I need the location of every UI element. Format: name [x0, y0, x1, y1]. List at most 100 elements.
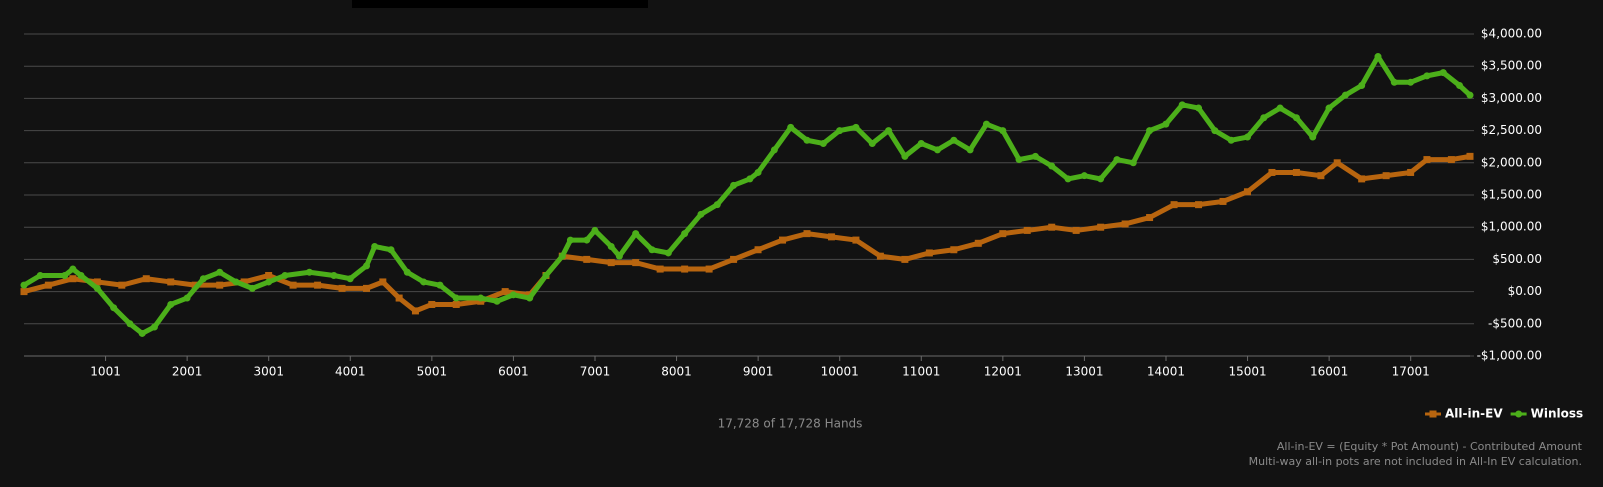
point [901, 152, 909, 160]
point [1317, 172, 1325, 180]
point [1097, 223, 1105, 231]
point [265, 272, 273, 279]
point [1374, 53, 1382, 61]
point [509, 291, 517, 299]
point [452, 300, 460, 308]
point [1080, 172, 1088, 180]
point [925, 249, 933, 257]
point [69, 265, 77, 273]
point [1219, 197, 1227, 205]
x-tick-label: 2001 [172, 365, 203, 379]
point [1382, 172, 1390, 180]
point [1260, 114, 1268, 122]
point [411, 307, 419, 315]
series-layer [20, 53, 1474, 337]
point [1325, 104, 1333, 112]
point [420, 278, 428, 286]
point [542, 272, 550, 279]
point [648, 246, 656, 254]
point [1309, 133, 1317, 141]
y-tick-label: $1,000.00 [1481, 220, 1542, 234]
y-tick-label: $4,000.00 [1481, 27, 1542, 41]
point [1178, 101, 1186, 109]
note: All-in-EV = (Equity * Pot Amount) - Cont… [1277, 440, 1583, 453]
point [248, 284, 256, 292]
point [20, 281, 28, 289]
point [827, 233, 835, 241]
point [982, 120, 990, 128]
point [1407, 78, 1415, 86]
point [183, 294, 191, 302]
point [216, 281, 224, 289]
point [901, 255, 909, 263]
point [917, 139, 925, 147]
legend-label: Winloss [1531, 407, 1584, 421]
point [1195, 201, 1203, 209]
point [770, 146, 778, 154]
point [338, 284, 346, 292]
y-tick-label: $3,000.00 [1481, 91, 1542, 105]
point [1466, 152, 1474, 160]
point [289, 281, 297, 289]
point [232, 278, 240, 286]
point [314, 281, 322, 289]
point [1341, 91, 1349, 99]
y-tick-label: $2,000.00 [1481, 155, 1542, 169]
point [138, 329, 146, 337]
point [1195, 104, 1203, 112]
point [428, 300, 436, 308]
point [754, 246, 762, 254]
x-tick-label: 10001 [821, 365, 859, 379]
point [363, 262, 371, 270]
point [110, 304, 118, 312]
point [632, 230, 640, 238]
point [999, 127, 1007, 135]
point [379, 278, 387, 286]
legend-label: All-in-EV [1445, 407, 1503, 421]
point [77, 272, 85, 279]
grid [24, 33, 1474, 357]
point [167, 278, 175, 286]
point [876, 252, 884, 260]
point [697, 210, 705, 218]
point [1064, 175, 1072, 183]
point [1333, 159, 1341, 167]
point [705, 265, 713, 273]
point [477, 294, 485, 302]
legend-marker [1515, 410, 1523, 418]
point [713, 201, 721, 209]
point [1031, 152, 1039, 160]
point [852, 236, 860, 244]
point [346, 275, 354, 283]
point [1268, 168, 1276, 176]
top-tab [352, 0, 648, 8]
point [787, 123, 795, 131]
point [501, 288, 509, 296]
point [1023, 226, 1031, 234]
x-tick-label: 17001 [1392, 365, 1430, 379]
x-tick-label: 7001 [580, 365, 611, 379]
point [852, 123, 860, 131]
x-tick-label: 11001 [902, 365, 940, 379]
point [387, 246, 395, 254]
axes: -$1,000.00 -$500.00 $0.00 $500.00 $1,000.00 $… [24, 27, 1583, 421]
point [1113, 156, 1121, 164]
point [216, 268, 224, 276]
hands-count: 17,728 of 17,728 Hands [718, 417, 863, 431]
point [615, 252, 623, 260]
point [681, 265, 689, 273]
point [974, 239, 982, 247]
point [950, 246, 958, 254]
point [656, 265, 664, 273]
x-tick-label: 15001 [1228, 365, 1266, 379]
point [1048, 162, 1056, 170]
point [93, 278, 101, 286]
point [1423, 72, 1431, 80]
point [583, 236, 591, 244]
point [607, 243, 615, 251]
point [730, 255, 738, 263]
point [1170, 201, 1178, 209]
point [1466, 91, 1474, 99]
point [1072, 226, 1080, 234]
point [1292, 114, 1300, 122]
